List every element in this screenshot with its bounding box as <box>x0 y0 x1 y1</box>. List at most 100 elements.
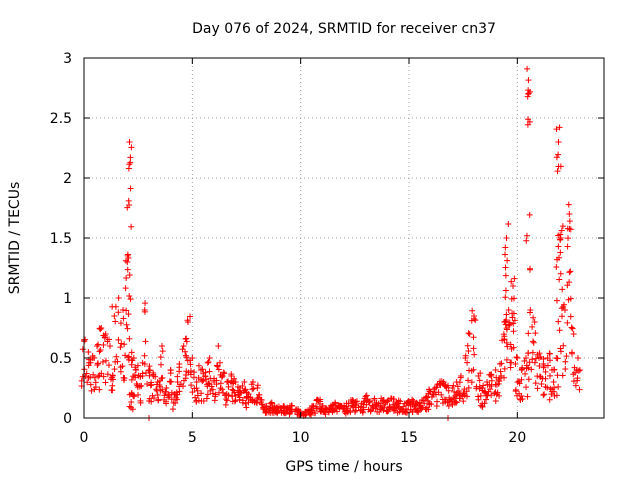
data-point <box>554 168 561 175</box>
data-point <box>534 373 541 380</box>
data-point <box>360 404 367 411</box>
data-point <box>544 362 551 369</box>
data-point <box>460 390 467 397</box>
data-point <box>111 313 118 319</box>
data-point <box>134 362 141 369</box>
data-point <box>165 394 172 401</box>
data-point <box>115 295 122 301</box>
data-point <box>85 349 92 355</box>
data-point <box>390 396 397 403</box>
data-point <box>415 409 422 416</box>
data-point <box>159 386 166 393</box>
data-point <box>97 326 104 333</box>
data-point <box>524 121 531 128</box>
data-point <box>139 370 146 377</box>
data-point <box>239 397 246 404</box>
data-point <box>100 341 107 348</box>
data-point <box>529 323 536 330</box>
data-point <box>112 318 119 325</box>
data-point <box>559 372 566 379</box>
data-point <box>410 397 417 404</box>
data-point <box>126 201 133 208</box>
data-point <box>361 395 368 402</box>
data-point <box>97 346 104 353</box>
data-point <box>373 401 380 408</box>
data-point <box>567 313 574 320</box>
data-point <box>206 355 213 361</box>
data-point <box>96 325 103 332</box>
data-point <box>131 372 138 379</box>
data-point <box>198 390 205 397</box>
data-point <box>142 338 149 345</box>
data-point <box>518 392 525 399</box>
data-point <box>471 315 478 322</box>
data-point <box>527 309 534 316</box>
data-point <box>546 350 553 357</box>
data-point <box>503 316 510 323</box>
data-point <box>280 403 287 409</box>
data-point <box>291 408 298 415</box>
data-point <box>100 373 107 380</box>
data-point <box>128 361 135 368</box>
data-point <box>556 327 563 334</box>
data-point <box>486 381 493 388</box>
data-point <box>118 340 125 347</box>
data-point <box>501 374 508 381</box>
data-point <box>457 374 464 381</box>
data-point <box>96 372 103 379</box>
data-point <box>90 371 97 378</box>
data-point <box>509 314 516 321</box>
data-point <box>557 235 564 241</box>
data-point <box>576 386 583 393</box>
data-point <box>409 401 416 408</box>
data-point <box>193 398 200 405</box>
data-point <box>526 211 533 218</box>
data-point <box>194 387 201 394</box>
data-point <box>131 393 138 400</box>
data-point <box>553 154 560 161</box>
data-point <box>468 379 475 386</box>
data-point <box>390 401 397 408</box>
data-point <box>477 370 484 377</box>
data-point <box>310 403 317 410</box>
data-point <box>568 324 575 331</box>
data-point <box>522 370 529 377</box>
data-point <box>203 376 210 383</box>
data-point <box>409 396 416 403</box>
data-point <box>119 363 126 370</box>
data-point <box>523 237 530 244</box>
data-point <box>94 343 100 349</box>
data-point <box>511 275 518 282</box>
data-point <box>352 398 359 405</box>
data-point <box>523 232 530 239</box>
data-point <box>460 398 467 405</box>
data-point <box>518 376 525 383</box>
data-point <box>554 372 561 379</box>
data-point <box>557 249 564 256</box>
x-tick-label: 15 <box>400 430 418 446</box>
y-tick-label: 3 <box>63 51 72 67</box>
data-point <box>575 355 581 361</box>
data-point <box>180 343 187 349</box>
data-point <box>100 332 107 339</box>
data-point <box>512 386 519 393</box>
data-point <box>547 385 554 392</box>
data-point <box>195 374 202 381</box>
data-point <box>96 348 103 355</box>
data-point <box>374 408 381 415</box>
y-tick-label: 1 <box>63 291 72 307</box>
data-point <box>530 339 537 346</box>
data-point <box>169 406 176 413</box>
data-point <box>559 313 566 320</box>
data-point <box>203 395 210 402</box>
data-point <box>443 384 450 391</box>
data-point <box>502 272 509 279</box>
data-point <box>123 321 130 328</box>
data-point <box>225 392 232 399</box>
data-point <box>187 357 194 364</box>
data-point <box>469 307 476 314</box>
data-point <box>496 392 503 399</box>
data-point <box>503 339 510 346</box>
data-point <box>558 305 565 312</box>
data-point <box>182 375 189 382</box>
